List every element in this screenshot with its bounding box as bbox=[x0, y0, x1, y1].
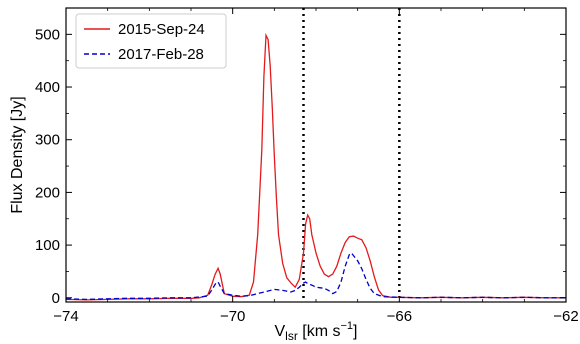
legend-box bbox=[75, 13, 227, 69]
legend: 2015-Sep-24 2017-Feb-28 bbox=[75, 13, 227, 69]
x-axis-title-close: ] bbox=[353, 323, 357, 340]
y-tick-label-1: 100 bbox=[35, 237, 60, 254]
axis-ticks bbox=[65, 8, 567, 302]
y-axis-title: Flux Density [Jy] bbox=[9, 96, 26, 213]
y-tick-label-4: 400 bbox=[35, 79, 60, 96]
x-axis-title-main: V bbox=[274, 323, 285, 340]
x-axis-title: Vlsr [km s−1] bbox=[274, 320, 357, 343]
x-tick-label-1: −70 bbox=[220, 308, 245, 325]
y-tick-label-5: 500 bbox=[35, 26, 60, 43]
x-axis-title-unit: [km s bbox=[298, 323, 341, 340]
x-axis-title-exp: −1 bbox=[341, 320, 354, 332]
y-tick-label-2: 200 bbox=[35, 184, 60, 201]
tick-labels: −74 −70 −66 −62 0 100 200 300 400 500 bbox=[35, 26, 579, 325]
x-tick-label-2: −66 bbox=[387, 308, 412, 325]
x-axis-title-sub: lsr bbox=[285, 329, 298, 343]
legend-label-series-1: 2017-Feb-28 bbox=[118, 46, 204, 63]
y-tick-label-0: 0 bbox=[52, 290, 60, 307]
y-tick-label-3: 300 bbox=[35, 132, 60, 149]
series-line-0 bbox=[66, 32, 566, 301]
x-tick-label-3: −62 bbox=[553, 308, 578, 325]
series-line-1 bbox=[66, 252, 566, 301]
legend-label-series-0: 2015-Sep-24 bbox=[118, 21, 205, 38]
x-tick-label-0: −74 bbox=[53, 308, 78, 325]
